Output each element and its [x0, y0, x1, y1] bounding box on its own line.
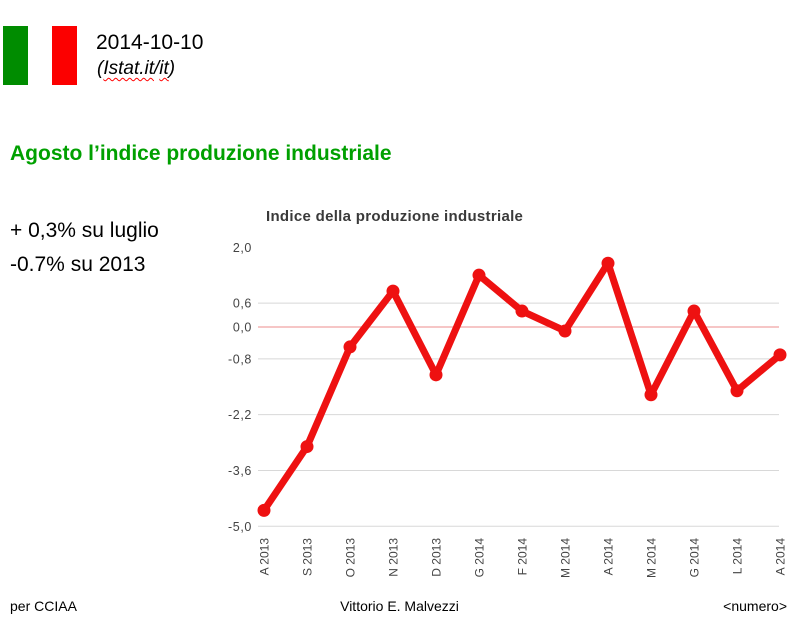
svg-text:M 2014: M 2014: [645, 538, 659, 578]
svg-text:O 2013: O 2013: [344, 538, 358, 578]
svg-text:G 2014: G 2014: [688, 538, 702, 578]
svg-text:2,0: 2,0: [233, 241, 252, 255]
svg-text:S 2013: S 2013: [301, 538, 315, 576]
svg-text:L 2014: L 2014: [731, 538, 745, 575]
footer-client: per CCIAA: [10, 598, 77, 614]
footer-author: Vittorio E. Malvezzi: [340, 598, 459, 614]
stat-month-over-month: + 0,3% su luglio: [10, 219, 159, 242]
svg-text:A 2013: A 2013: [258, 538, 272, 576]
chart-title: Indice della produzione industriale: [266, 208, 524, 225]
footer-page-number: <numero>: [723, 598, 787, 614]
svg-text:F 2014: F 2014: [516, 538, 530, 576]
italy-flag-icon: [3, 26, 78, 85]
source-open-paren: (: [97, 58, 104, 79]
source-close-paren: ): [168, 58, 176, 79]
svg-text:0,0: 0,0: [233, 321, 252, 335]
stats-block: + 0,3% su luglio -0.7% su 2013: [10, 214, 159, 282]
source-word-istat: Istat.it: [103, 58, 155, 79]
flag-white-stripe: [27, 26, 53, 85]
svg-text:N 2013: N 2013: [387, 538, 401, 577]
flag-red-stripe: [52, 26, 78, 85]
flag-green-stripe: [3, 26, 28, 85]
slide-source: (Istat.it/it): [97, 57, 175, 80]
svg-text:G 2014: G 2014: [473, 538, 487, 578]
slide-date: 2014-10-10: [96, 31, 204, 54]
slide-title: Agosto l’indice produzione industriale: [10, 142, 392, 165]
source-word-it: it: [159, 58, 169, 79]
stat-year-over-year: -0.7% su 2013: [10, 253, 146, 276]
source-slash: /: [154, 58, 160, 79]
svg-text:D 2013: D 2013: [430, 538, 444, 577]
svg-text:-5,0: -5,0: [228, 520, 252, 534]
svg-text:A 2014: A 2014: [602, 538, 616, 576]
svg-text:M 2014: M 2014: [559, 538, 573, 578]
svg-text:-3,6: -3,6: [228, 464, 252, 478]
svg-text:-0,8: -0,8: [228, 352, 252, 366]
svg-text:A 2014: A 2014: [774, 538, 788, 576]
svg-text:-2,2: -2,2: [228, 408, 252, 422]
svg-text:0,6: 0,6: [233, 297, 252, 311]
